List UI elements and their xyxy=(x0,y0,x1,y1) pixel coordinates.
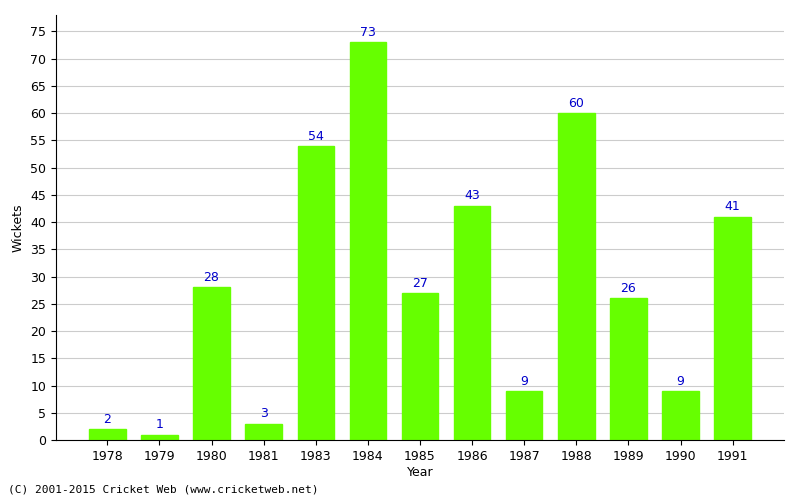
Bar xyxy=(714,216,751,440)
X-axis label: Year: Year xyxy=(406,466,434,478)
Text: 54: 54 xyxy=(308,130,324,142)
Text: 43: 43 xyxy=(464,190,480,202)
Text: 26: 26 xyxy=(621,282,636,295)
Bar xyxy=(298,146,334,440)
Bar xyxy=(350,42,386,440)
Text: 9: 9 xyxy=(520,374,528,388)
Text: 41: 41 xyxy=(725,200,741,213)
Bar xyxy=(558,113,594,440)
Bar xyxy=(246,424,282,440)
Text: 2: 2 xyxy=(103,413,111,426)
Text: 73: 73 xyxy=(360,26,376,39)
Bar xyxy=(402,293,438,440)
Text: 28: 28 xyxy=(204,271,219,284)
Bar xyxy=(610,298,646,440)
Text: 60: 60 xyxy=(568,97,584,110)
Bar xyxy=(662,391,698,440)
Text: (C) 2001-2015 Cricket Web (www.cricketweb.net): (C) 2001-2015 Cricket Web (www.cricketwe… xyxy=(8,485,318,495)
Y-axis label: Wickets: Wickets xyxy=(12,203,25,252)
Bar xyxy=(194,288,230,440)
Bar xyxy=(89,429,126,440)
Text: 3: 3 xyxy=(260,408,268,420)
Text: 9: 9 xyxy=(677,374,685,388)
Bar xyxy=(454,206,490,440)
Text: 27: 27 xyxy=(412,276,428,289)
Bar xyxy=(142,434,178,440)
Text: 1: 1 xyxy=(155,418,163,432)
Bar xyxy=(506,391,542,440)
